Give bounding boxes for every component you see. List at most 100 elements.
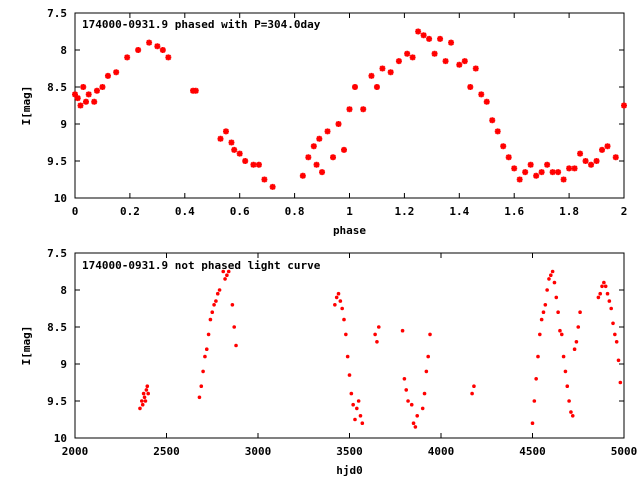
- data-point: [574, 340, 579, 344]
- data-point: [532, 399, 537, 403]
- data-point: [232, 325, 237, 329]
- data-point: [234, 343, 238, 348]
- data-point: [368, 72, 375, 79]
- data-point: [230, 303, 235, 307]
- data-point: [333, 303, 337, 307]
- data-point: [543, 303, 548, 307]
- data-point: [373, 332, 377, 337]
- x-tick-label: 4000: [428, 445, 455, 458]
- data-point: [74, 95, 81, 102]
- data-point: [336, 291, 341, 296]
- data-point: [387, 69, 394, 76]
- data-point: [199, 384, 204, 389]
- data-point: [596, 295, 601, 300]
- x-tick-label: 0.4: [175, 205, 195, 218]
- data-point: [494, 128, 501, 135]
- data-point: [197, 395, 202, 400]
- y-axis-label: I[mag]: [20, 326, 33, 366]
- data-point: [483, 98, 490, 105]
- data-point: [530, 421, 535, 426]
- data-point: [228, 139, 235, 146]
- data-point: [351, 84, 358, 90]
- data-point: [82, 98, 89, 105]
- data-point: [201, 369, 205, 374]
- data-point: [538, 169, 545, 176]
- data-point: [93, 87, 100, 94]
- data-point: [360, 106, 367, 113]
- data-point: [212, 303, 216, 307]
- x-tick-label: 4500: [519, 445, 546, 458]
- x-tick-label: 1.8: [559, 205, 579, 218]
- data-points: [72, 28, 627, 190]
- x-tick-label: 2: [621, 205, 628, 218]
- data-point: [505, 154, 512, 161]
- data-point: [604, 143, 611, 150]
- data-point: [192, 87, 199, 94]
- chart-title: 174000-0931.9 phased with P=304.0day: [82, 18, 321, 31]
- y-ticks: 7.5 8 8.5 9 9.5 10: [47, 7, 624, 205]
- data-point: [431, 50, 438, 57]
- data-point: [144, 388, 149, 392]
- y-tick-label: 8: [60, 284, 67, 297]
- x-tick-label: 1.4: [449, 205, 469, 218]
- data-point: [448, 39, 455, 46]
- data-point: [395, 58, 402, 65]
- data-point: [611, 321, 615, 326]
- data-point: [203, 354, 207, 359]
- data-point: [375, 340, 379, 344]
- data-point: [310, 143, 317, 150]
- data-point: [599, 146, 606, 153]
- data-point: [426, 35, 433, 42]
- data-point: [614, 340, 619, 344]
- data-point: [598, 291, 603, 296]
- data-point: [616, 358, 621, 363]
- data-point: [113, 69, 120, 76]
- data-point: [545, 288, 549, 292]
- data-point: [437, 35, 444, 42]
- x-tick-label: 0.8: [285, 205, 305, 218]
- data-point: [342, 317, 346, 322]
- data-point: [226, 269, 231, 274]
- data-point: [415, 414, 420, 418]
- data-point: [261, 176, 268, 183]
- data-point: [77, 102, 84, 109]
- data-point: [142, 395, 147, 400]
- data-point: [165, 54, 172, 61]
- data-point: [379, 65, 386, 72]
- data-points: [138, 269, 623, 429]
- data-point: [255, 161, 262, 168]
- data-point: [85, 91, 92, 98]
- data-point: [456, 61, 463, 68]
- data-point: [555, 169, 562, 176]
- data-point: [588, 161, 595, 168]
- data-point: [567, 399, 571, 403]
- y-tick-label: 9: [60, 118, 67, 131]
- data-point: [139, 399, 144, 403]
- data-point: [143, 399, 148, 403]
- data-point: [217, 288, 222, 292]
- data-point: [225, 273, 229, 278]
- data-point: [618, 380, 623, 385]
- data-point: [426, 354, 430, 359]
- y-tick-label: 8.5: [47, 321, 67, 334]
- data-point: [461, 58, 468, 65]
- data-point: [242, 158, 249, 164]
- data-point: [145, 384, 150, 389]
- data-point: [489, 117, 496, 124]
- data-point: [561, 354, 566, 359]
- y-tick-label: 10: [54, 192, 67, 205]
- data-point: [536, 354, 540, 359]
- data-point: [159, 47, 166, 53]
- data-point: [538, 332, 542, 337]
- data-point: [472, 65, 479, 72]
- data-point: [104, 72, 111, 79]
- data-point: [313, 161, 320, 168]
- data-point: [347, 373, 352, 377]
- data-point: [411, 421, 416, 426]
- data-point: [154, 43, 161, 50]
- data-point: [138, 406, 142, 411]
- data-point: [140, 402, 145, 407]
- data-point: [593, 158, 600, 164]
- data-point: [582, 158, 589, 164]
- data-point: [578, 310, 582, 315]
